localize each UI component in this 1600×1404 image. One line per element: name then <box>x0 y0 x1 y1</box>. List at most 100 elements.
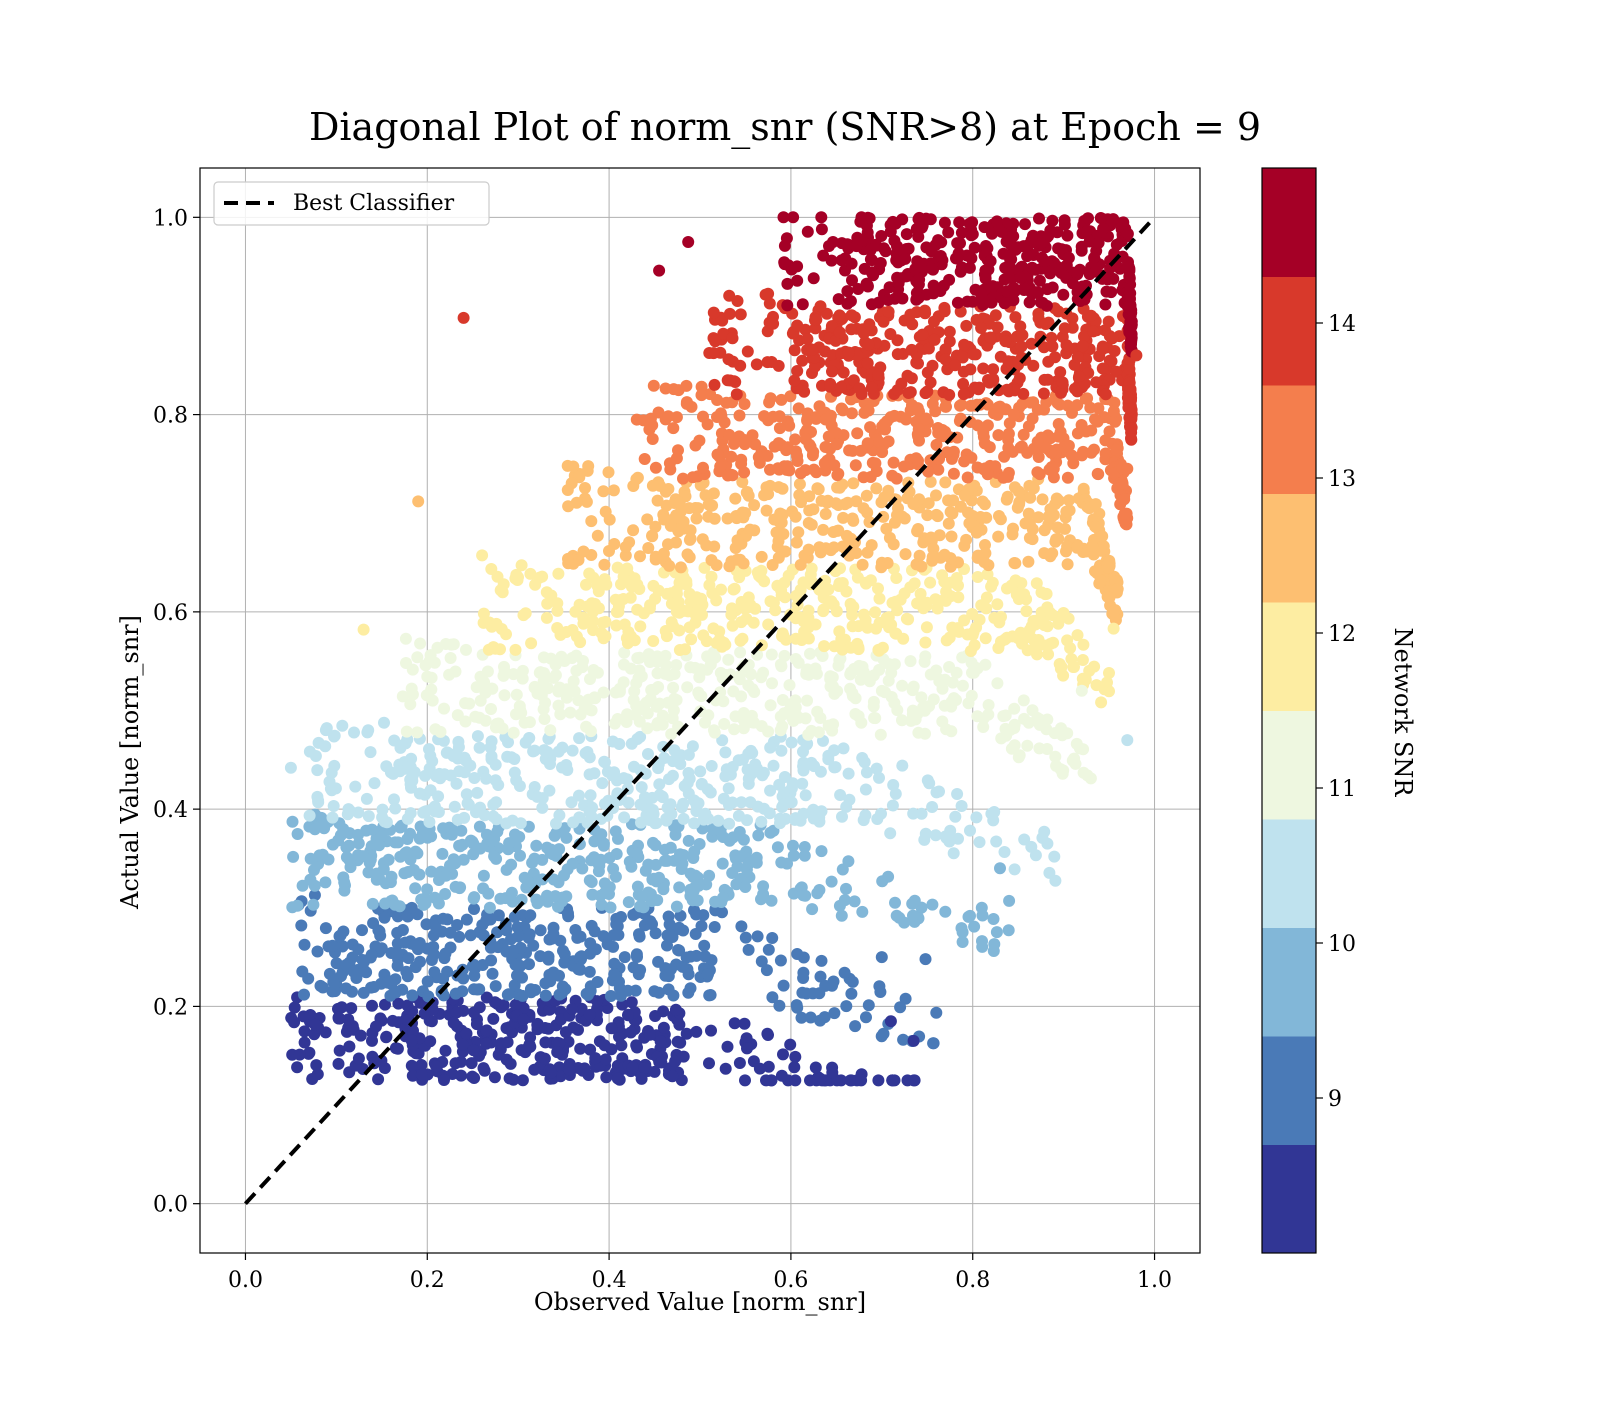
scatter-point <box>591 529 604 542</box>
scatter-point <box>382 853 395 866</box>
scatter-point <box>957 377 970 390</box>
scatter-point <box>897 1033 910 1046</box>
scatter-point <box>411 908 424 921</box>
scatter-point <box>979 240 992 252</box>
scatter-point <box>504 1057 517 1070</box>
scatter-point <box>744 523 757 536</box>
scatter-point <box>646 530 659 543</box>
scatter-point <box>884 328 897 340</box>
scatter-point <box>585 704 598 717</box>
scatter-point <box>872 1074 885 1087</box>
scatter-point <box>955 226 968 239</box>
scatter-point <box>842 767 855 780</box>
scatter-point <box>380 1030 393 1043</box>
scatter-point <box>782 796 795 809</box>
scatter-point <box>1033 274 1046 287</box>
scatter-point <box>494 892 507 905</box>
scatter-point <box>800 738 813 751</box>
scatter-point <box>1064 642 1077 655</box>
scatter-point <box>661 587 673 600</box>
scatter-point <box>731 553 744 566</box>
scatter-point <box>327 975 340 988</box>
scatter-point <box>992 429 1005 442</box>
scatter-point <box>739 881 752 893</box>
colorbar-segment <box>1262 1036 1316 1145</box>
scatter-point <box>657 1005 670 1018</box>
scatter-point <box>818 457 831 470</box>
scatter-point <box>345 1002 358 1015</box>
scatter-point <box>613 682 626 695</box>
scatter-point <box>835 402 848 415</box>
scatter-point <box>1062 251 1075 264</box>
scatter-point <box>1095 696 1108 709</box>
scatter-point <box>377 863 390 876</box>
scatter-point <box>611 561 624 574</box>
scatter-point <box>938 548 951 561</box>
scatter-point <box>1069 757 1082 770</box>
scatter-point <box>789 510 802 523</box>
scatter-point <box>943 631 956 644</box>
scatter-point <box>689 928 702 940</box>
scatter-point <box>400 965 413 978</box>
scatter-point <box>775 1069 788 1082</box>
scatter-point <box>558 869 570 882</box>
scatter-point <box>632 704 645 717</box>
x-tick-label: 0.0 <box>228 1268 263 1293</box>
scatter-point <box>695 690 708 703</box>
scatter-point <box>690 512 703 525</box>
scatter-point <box>938 216 951 229</box>
scatter-point <box>605 1022 618 1035</box>
scatter-point <box>735 920 748 933</box>
scatter-point <box>621 562 634 575</box>
scatter-point <box>611 1072 624 1085</box>
scatter-point <box>579 482 591 494</box>
scatter-point <box>1081 392 1094 405</box>
scatter-point <box>745 668 757 681</box>
scatter-point <box>612 929 625 941</box>
scatter-point <box>716 906 728 919</box>
scatter-point <box>886 215 899 228</box>
scatter-point <box>404 761 417 773</box>
scatter-point <box>804 647 816 660</box>
scatter-point <box>927 693 940 706</box>
scatter-point <box>354 1029 367 1042</box>
scatter-point <box>755 893 767 906</box>
scatter-point <box>889 896 901 909</box>
scatter-point <box>1026 261 1039 274</box>
scatter-point <box>649 927 662 940</box>
scatter-point <box>471 730 484 743</box>
scatter-point <box>919 827 932 840</box>
scatter-point <box>685 633 698 646</box>
scatter-point <box>764 741 777 754</box>
scatter-point <box>741 1042 753 1055</box>
scatter-point <box>332 1057 345 1070</box>
scatter-point <box>500 628 512 641</box>
scatter-point <box>547 928 560 940</box>
scatter-point <box>682 605 695 618</box>
scatter-point <box>943 325 956 338</box>
scatter-point <box>951 296 964 309</box>
scatter-point <box>1042 510 1055 523</box>
scatter-point <box>810 412 823 425</box>
scatter-point <box>860 766 873 779</box>
scatter-point <box>884 827 897 840</box>
scatter-point <box>688 817 701 830</box>
scatter-point <box>438 702 450 715</box>
scatter-point <box>1050 533 1063 546</box>
scatter-point <box>400 846 413 859</box>
scatter-point <box>1088 443 1100 456</box>
scatter-point <box>514 849 526 862</box>
scatter-point <box>942 517 955 530</box>
scatter-point <box>711 394 724 406</box>
scatter-point <box>662 538 674 551</box>
scatter-point <box>1080 225 1093 238</box>
scatter-point <box>912 430 925 443</box>
scatter-point <box>460 1027 473 1040</box>
scatter-point <box>802 543 815 556</box>
scatter-point <box>784 1038 797 1051</box>
scatter-point <box>549 658 562 671</box>
scatter-point <box>649 817 662 830</box>
scatter-point <box>625 580 638 593</box>
scatter-point <box>554 628 567 641</box>
